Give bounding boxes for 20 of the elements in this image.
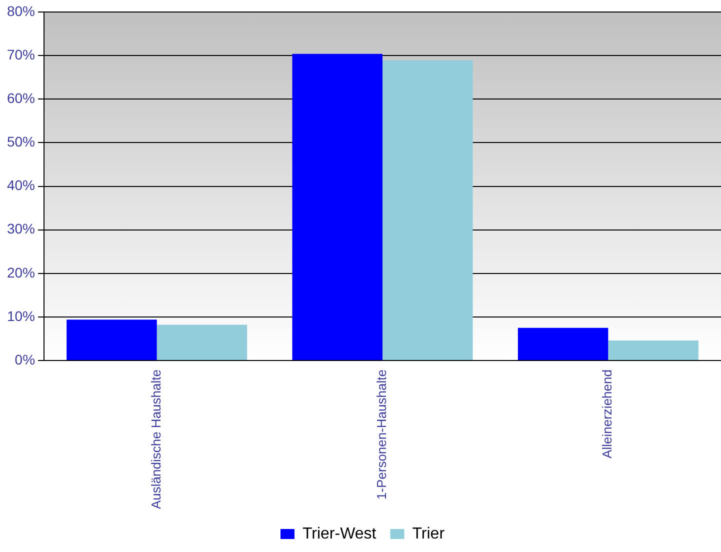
bar — [382, 60, 473, 360]
x-tick-label: Alleinerziehend — [600, 370, 615, 458]
y-tick-label: 0% — [14, 351, 36, 368]
y-tick-label: 60% — [6, 90, 36, 106]
bar — [66, 320, 157, 360]
y-tick-label: 20% — [6, 264, 36, 280]
legend-label: Trier — [412, 525, 446, 542]
y-tick-label: 10% — [6, 308, 36, 324]
y-tick-label: 50% — [6, 134, 36, 150]
y-tick-label: 80% — [6, 2, 36, 19]
legend-label: Trier-West — [302, 525, 377, 542]
bar — [156, 324, 248, 360]
x-tick-label: Ausländische Haushalte — [148, 370, 164, 510]
bar — [292, 54, 383, 360]
x-tick-label: 1-Personen-Haushalte — [374, 370, 390, 500]
y-tick-label: 40% — [6, 177, 36, 194]
bar — [608, 340, 698, 360]
y-tick-label: 70% — [6, 46, 36, 62]
bar — [518, 328, 608, 360]
y-tick-label: 30% — [6, 220, 36, 237]
